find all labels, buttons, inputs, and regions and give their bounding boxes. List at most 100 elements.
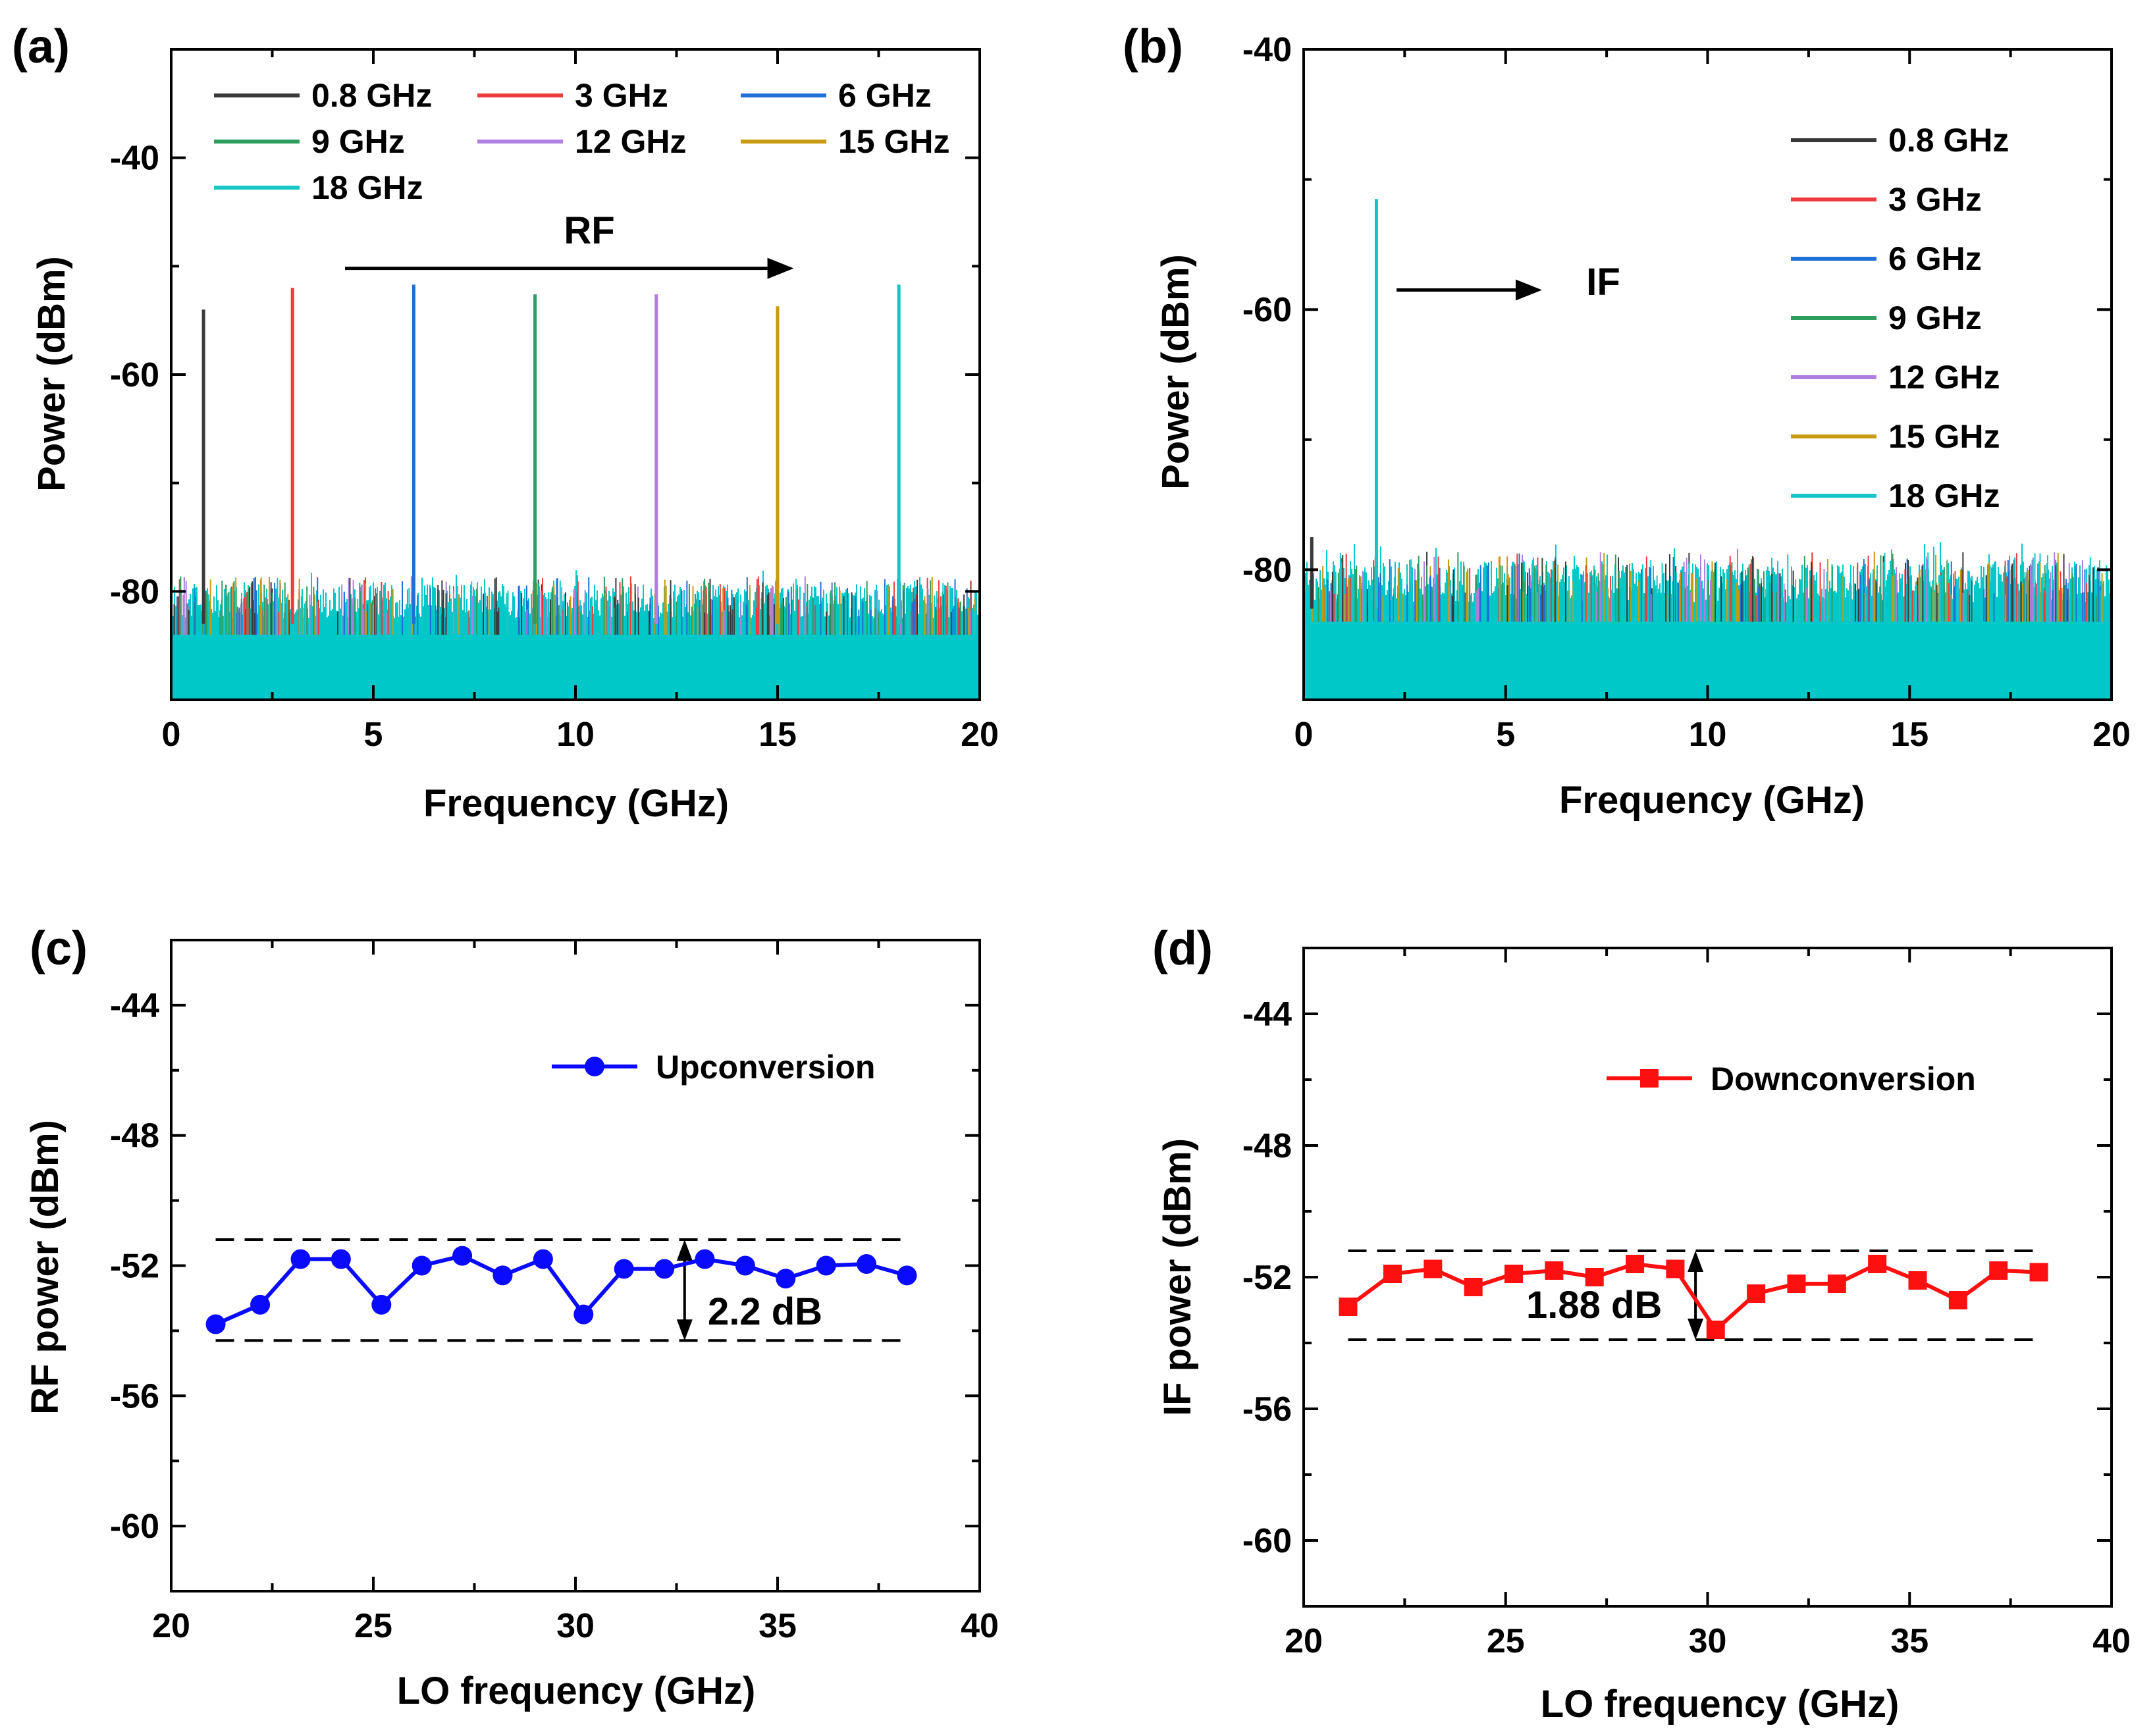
legend-label-a: 0.8 GHz: [311, 77, 432, 114]
y-tick-label-a: -60: [110, 356, 159, 394]
x-tick-label-c: 20: [152, 1607, 190, 1645]
range-arrow-head-down-c: [676, 1319, 693, 1341]
legend-label-a: 9 GHz: [311, 123, 405, 160]
data-point-c-2: [290, 1249, 311, 1269]
legend-label-a: 6 GHz: [838, 77, 932, 114]
x-tick-label-d: 20: [1285, 1622, 1323, 1660]
data-point-d-7: [1626, 1255, 1645, 1273]
plot-area-d: Downconversion 20 25 30 35 40 -44 -48 -52 -56 -60: [1242, 947, 2131, 1660]
y-tick-label-a: -40: [110, 140, 159, 178]
data-point-c-14: [776, 1269, 796, 1289]
data-point-c-12: [695, 1249, 715, 1269]
y-tick-label-c: -44: [110, 987, 159, 1025]
y-tick-label-d: -48: [1242, 1127, 1292, 1165]
data-point-c-13: [735, 1255, 755, 1276]
y-tick-label-b: -80: [1242, 551, 1292, 589]
data-point-c-17: [897, 1265, 917, 1286]
y-tick-label-a: -80: [110, 573, 159, 611]
data-point-c-8: [533, 1249, 553, 1269]
legend-label-b: 15 GHz: [1888, 418, 2000, 455]
legend-label-c: Upconversion: [656, 1049, 875, 1086]
panel-label-d: (d): [1152, 922, 1213, 975]
data-point-d-9: [1706, 1321, 1725, 1339]
data-point-c-16: [857, 1254, 877, 1275]
data-point-c-3: [331, 1249, 351, 1269]
x-axis-title-c: LO frequency (GHz): [397, 1670, 756, 1712]
range-arrow-head-up-c: [676, 1239, 693, 1261]
x-tick-label-a: 15: [758, 716, 797, 754]
data-point-d-17: [2029, 1263, 2048, 1282]
data-point-d-0: [1339, 1298, 1358, 1316]
y-tick-label-c: -60: [110, 1508, 159, 1546]
legend-label-b: 12 GHz: [1888, 359, 2000, 396]
legend-label-b: 9 GHz: [1888, 300, 1982, 336]
x-tick-label-b: 10: [1689, 716, 1727, 754]
x-tick-label-a: 0: [162, 716, 181, 754]
legend-label-b: 3 GHz: [1888, 181, 1982, 218]
data-point-d-11: [1787, 1275, 1806, 1293]
data-point-d-8: [1666, 1259, 1685, 1278]
if-annotation: IF: [1586, 261, 1620, 303]
data-point-c-0: [205, 1314, 226, 1334]
range-label-d: 1.88 dB: [1526, 1284, 1662, 1327]
x-tick-label-b: 0: [1294, 716, 1314, 754]
legend-label-b: 18 GHz: [1888, 477, 2000, 514]
y-tick-label-c: -52: [110, 1248, 159, 1286]
legend-marker-d: [1640, 1069, 1659, 1088]
x-tick-label-c: 25: [354, 1607, 392, 1645]
x-axis-title-b: Frequency (GHz): [1559, 779, 1865, 822]
legend-label-a: 15 GHz: [838, 123, 950, 160]
x-tick-label-c: 30: [556, 1607, 595, 1645]
legend-marker-c: [585, 1057, 604, 1076]
panel-b: (b) 0.8 GHz 3 GHz 6 GHz 9 GHz 12 GHz 15 GHz 18…: [1123, 20, 2131, 822]
data-point-c-11: [654, 1259, 675, 1279]
plot-area-b: 0.8 GHz 3 GHz 6 GHz 9 GHz 12 GHz 15 GHz 18 GHz…: [1242, 31, 2131, 754]
x-axis-title-d: LO frequency (GHz): [1541, 1683, 1900, 1725]
y-tick-label-d: -52: [1242, 1259, 1292, 1297]
x-tick-label-c: 40: [961, 1607, 999, 1645]
plot-area-c: Upconversion 20 25 30 35 40 -44 -48 -52 -56 -60: [110, 939, 999, 1645]
data-point-d-2: [1423, 1259, 1443, 1278]
y-axis-title-b: Power (dBm): [1154, 254, 1197, 490]
range-arrow-head-up-d: [1688, 1251, 1704, 1272]
x-tick-label-d: 35: [1890, 1622, 1929, 1660]
data-point-d-13: [1868, 1255, 1887, 1273]
x-tick-label-b: 5: [1496, 716, 1515, 754]
legend-label-b: 6 GHz: [1888, 240, 1982, 277]
y-axis-title-a: Power (dBm): [30, 256, 73, 492]
data-point-d-10: [1747, 1284, 1766, 1303]
data-point-c-5: [412, 1255, 432, 1276]
y-tick-label-c: -48: [110, 1117, 159, 1155]
y-tick-label-d: -44: [1242, 995, 1292, 1034]
data-point-d-15: [1948, 1291, 1967, 1309]
x-tick-label-b: 20: [2092, 716, 2131, 754]
data-point-d-5: [1545, 1261, 1564, 1280]
data-point-c-7: [492, 1265, 513, 1286]
data-point-d-16: [1989, 1261, 2008, 1280]
annotation-arrow-head-b: [1515, 279, 1542, 301]
data-point-c-9: [573, 1304, 594, 1325]
data-point-c-6: [452, 1246, 473, 1266]
legend-label-a: 3 GHz: [575, 77, 668, 114]
data-point-d-4: [1504, 1265, 1524, 1283]
panel-label-c: (c): [30, 922, 88, 975]
x-tick-label-c: 35: [758, 1607, 797, 1645]
legend-label-b: 0.8 GHz: [1888, 122, 2009, 159]
y-tick-label-b: -60: [1242, 291, 1292, 329]
x-axis-title-a: Frequency (GHz): [423, 782, 729, 825]
legend-label-a: 18 GHz: [311, 169, 423, 206]
x-tick-label-d: 30: [1689, 1622, 1727, 1660]
panel-label-b: (b): [1123, 20, 1183, 73]
data-point-d-1: [1383, 1265, 1402, 1283]
data-point-d-14: [1908, 1271, 1927, 1290]
legend-label-d: Downconversion: [1711, 1061, 1976, 1097]
panel-c: (c) Upconversion 20 25 30 35 40 -44 -48 -52 -56 -6…: [24, 922, 999, 1712]
y-tick-label-d: -60: [1242, 1522, 1292, 1560]
x-tick-label-a: 5: [364, 716, 383, 754]
x-tick-label-b: 15: [1890, 716, 1929, 754]
x-tick-label-a: 20: [961, 716, 999, 754]
y-axis-title-c: RF power (dBm): [24, 1120, 67, 1415]
panel-d: (d) Downconversion 20 25 30 35 40 -44 -48 -52 -56…: [1152, 922, 2131, 1725]
data-point-c-10: [614, 1259, 634, 1279]
